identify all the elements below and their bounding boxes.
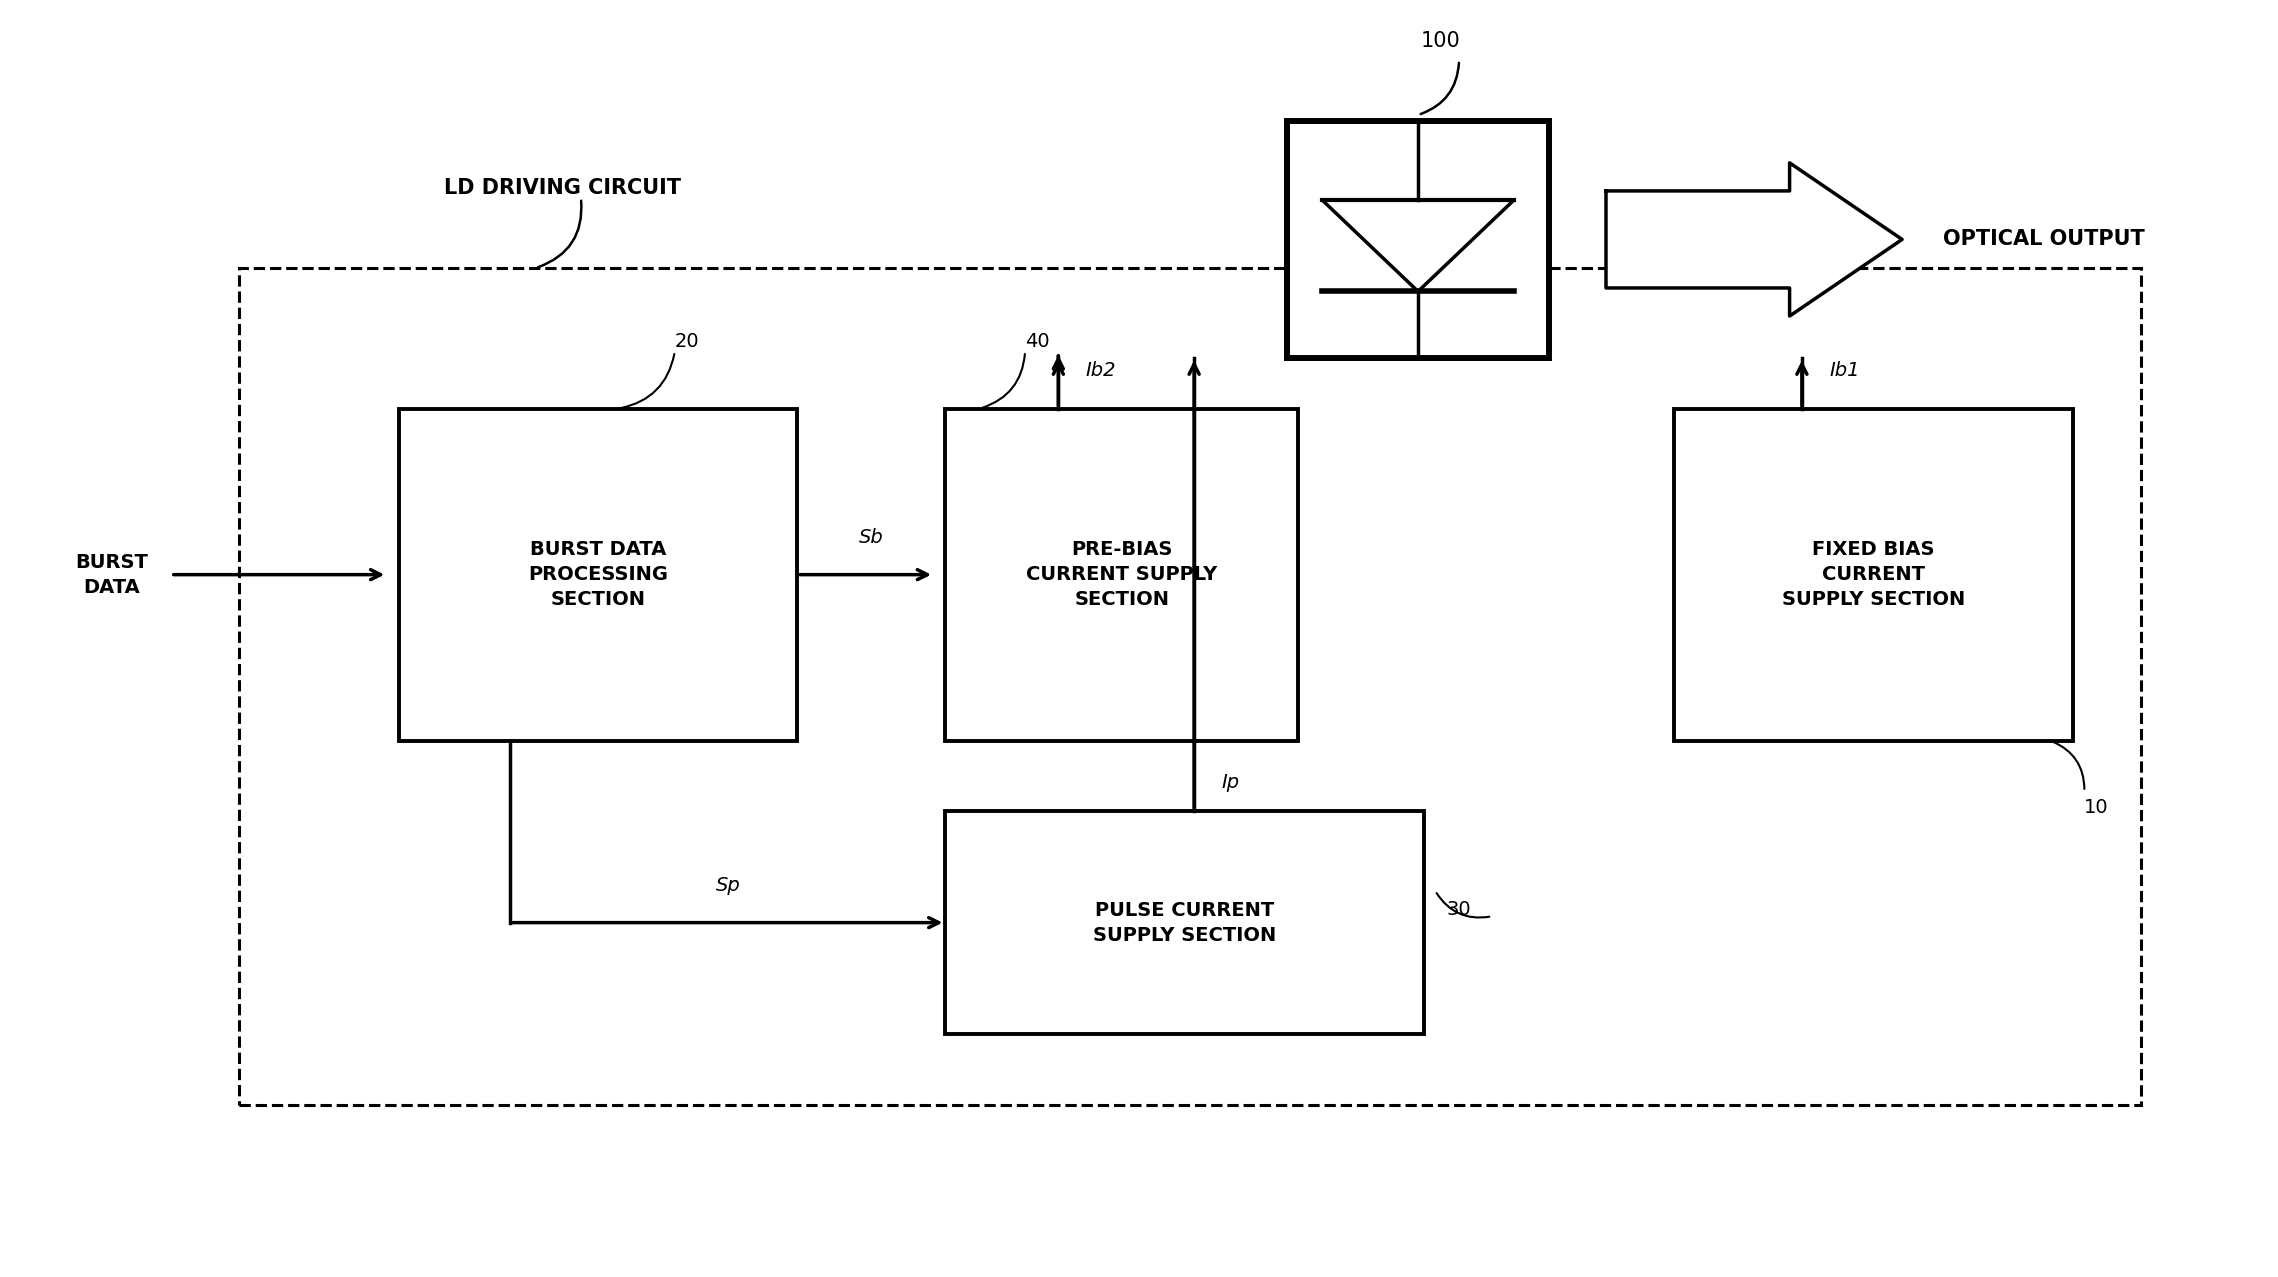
Bar — [1674, 409, 2073, 741]
Text: 100: 100 — [1421, 31, 1460, 51]
Text: Ib1: Ib1 — [1829, 361, 1859, 379]
Bar — [945, 409, 1298, 741]
Text: 20: 20 — [674, 332, 699, 351]
Bar — [1287, 121, 1549, 358]
Text: FIXED BIAS
CURRENT
SUPPLY SECTION: FIXED BIAS CURRENT SUPPLY SECTION — [1781, 540, 1966, 609]
Bar — [239, 268, 2141, 1105]
Bar — [399, 409, 797, 741]
Text: Sp: Sp — [715, 876, 740, 894]
Bar — [945, 811, 1424, 1034]
Text: OPTICAL OUTPUT: OPTICAL OUTPUT — [1943, 230, 2146, 249]
Text: 30: 30 — [1447, 900, 1472, 919]
Text: PULSE CURRENT
SUPPLY SECTION: PULSE CURRENT SUPPLY SECTION — [1093, 900, 1276, 945]
Text: BURST DATA
PROCESSING
SECTION: BURST DATA PROCESSING SECTION — [528, 540, 667, 609]
Text: PRE-BIAS
CURRENT SUPPLY
SECTION: PRE-BIAS CURRENT SUPPLY SECTION — [1027, 540, 1216, 609]
Text: Sb: Sb — [859, 527, 884, 547]
Text: Ip: Ip — [1221, 773, 1239, 792]
Polygon shape — [1606, 162, 1902, 317]
Text: Ib2: Ib2 — [1087, 361, 1116, 379]
Text: LD DRIVING CIRCUIT: LD DRIVING CIRCUIT — [444, 178, 681, 198]
Text: BURST
DATA: BURST DATA — [75, 553, 148, 596]
Text: 40: 40 — [1025, 332, 1050, 351]
Text: 10: 10 — [2084, 798, 2109, 817]
